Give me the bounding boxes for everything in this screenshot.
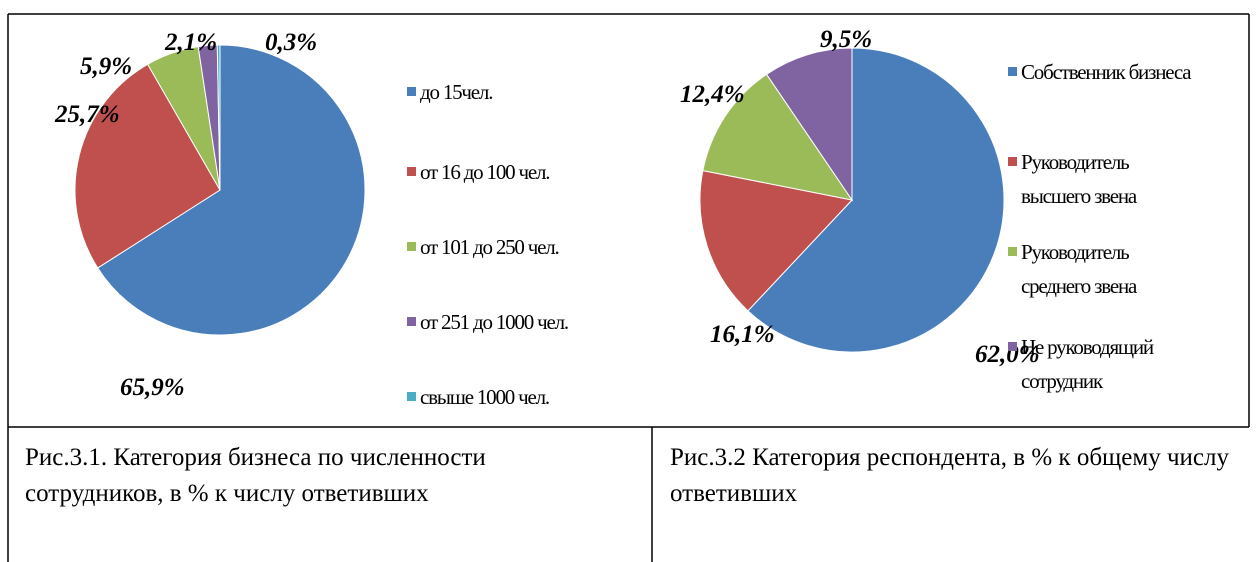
value-label: 25,7%: [54, 101, 120, 128]
pie-slice: [74, 63, 221, 269]
legend-marker: [407, 242, 416, 251]
value-label: 65,9%: [120, 374, 185, 401]
legend-marker: [407, 87, 416, 96]
value-label: 12,4%: [680, 81, 745, 108]
legend-marker: [407, 392, 416, 401]
pie-slice: [699, 169, 853, 312]
caption: Рис.3.2 Категория респондента, в % к общ…: [670, 444, 1229, 507]
value-label: 16,1%: [710, 321, 775, 348]
legend-entry: от 101 до 250 чел.: [420, 235, 560, 259]
value-label: 62,0%: [975, 341, 1040, 368]
legend-marker: [407, 317, 416, 326]
value-label: 5,9%: [80, 53, 132, 80]
pie-slice: [765, 47, 853, 202]
pie-slice: [702, 73, 854, 201]
caption: Рис.3.1. Категория бизнеса по численност…: [25, 444, 486, 507]
value-label: 9,5%: [820, 26, 872, 53]
legend-entry: Руководитель высшего звена: [1021, 150, 1137, 208]
pie-slice: [216, 44, 221, 191]
pie-slice: [747, 47, 1005, 353]
legend-entry: от 16 до 100 чел.: [420, 160, 550, 184]
value-label: 2,1%: [164, 29, 217, 56]
legend-entry: до 15чел.: [420, 80, 493, 104]
pie-slice: [97, 44, 366, 336]
legend-entry: Не руководящий сотрудник: [1021, 335, 1154, 393]
legend-marker: [1008, 342, 1017, 351]
legend-marker: [1008, 67, 1017, 76]
legend-entry: Собственник бизнеса: [1021, 60, 1192, 84]
legend-marker: [407, 167, 416, 176]
legend-marker: [1008, 157, 1017, 166]
legend-entry: Руководитель среднего звена: [1021, 240, 1137, 298]
legend-entry: от 251 до 1000 чел.: [420, 310, 569, 334]
legend-entry: свыше 1000 чел.: [420, 385, 550, 409]
legend-marker: [1008, 247, 1017, 256]
value-label: 0,3%: [265, 29, 317, 56]
